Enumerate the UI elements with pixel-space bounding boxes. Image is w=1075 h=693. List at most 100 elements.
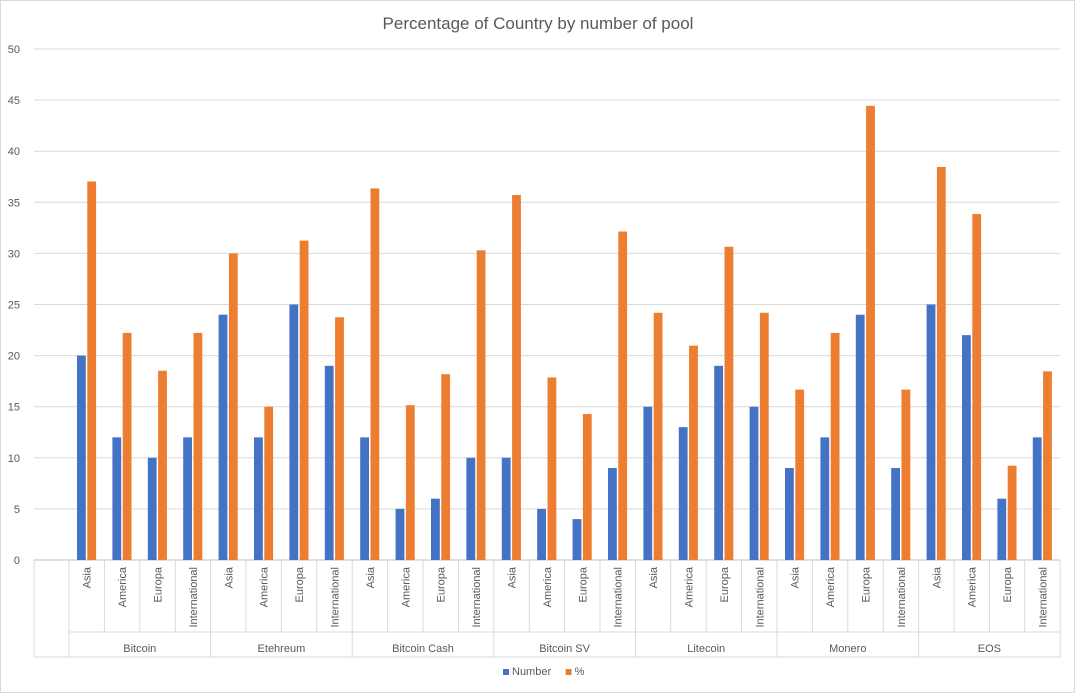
- x-subcategory-label: Asia: [223, 566, 235, 588]
- bar-number-bitcoin-america: [112, 437, 122, 560]
- bar-number-bitcoin-sv-international: [608, 468, 617, 560]
- bar-percent-bitcoin-cash-america: [405, 405, 415, 560]
- bar-number-monero-asia: [785, 468, 794, 560]
- bar-percent-litecoin-international: [759, 312, 769, 560]
- bar-number-litecoin-asia: [643, 406, 653, 560]
- x-subcategory-label: America: [117, 566, 129, 607]
- bar-percent-bitcoin-asia: [87, 181, 97, 560]
- y-tick-label: 40: [8, 146, 20, 158]
- x-group-label: EOS: [978, 643, 1001, 655]
- bar-percent-monero-america: [830, 332, 840, 560]
- y-tick-label: 5: [14, 504, 20, 516]
- bar-number-etehreum-america: [254, 437, 263, 560]
- bar-percent-etehreum-asia: [228, 253, 238, 560]
- x-subcategory-label: Asia: [790, 566, 802, 588]
- x-subcategory-label: Europa: [577, 566, 589, 602]
- bar-number-monero-europa: [855, 314, 865, 560]
- legend-label: Number: [512, 666, 551, 678]
- legend: Number%: [503, 666, 585, 678]
- bar-percent-eos-asia: [936, 166, 946, 561]
- x-group-label: Bitcoin SV: [539, 643, 590, 655]
- y-axis-tick-labels: 0 5 10 15 20 25 30 35 40 45 50: [8, 44, 20, 567]
- bar-number-eos-international: [1032, 437, 1042, 560]
- bar-number-etehreum-asia: [218, 314, 228, 560]
- x-subcategory-label: Asia: [365, 566, 377, 588]
- bar-number-bitcoin-sv-america: [537, 508, 546, 560]
- bar-number-eos-asia: [926, 304, 936, 560]
- bar-percent-monero-international: [901, 389, 911, 560]
- legend-label: %: [575, 666, 585, 678]
- gridlines: [34, 48, 1060, 561]
- x-group-label: Etehreum: [258, 643, 306, 655]
- bar-number-bitcoin-cash-international: [466, 457, 476, 560]
- y-tick-label: 15: [8, 402, 20, 414]
- bar-percent-eos-europa: [1007, 465, 1017, 560]
- legend-swatch: [565, 669, 572, 675]
- bar-number-litecoin-europa: [714, 365, 723, 560]
- x-subcategory-label: International: [754, 567, 766, 628]
- bar-percent-litecoin-europa: [724, 246, 734, 560]
- bar-number-monero-international: [891, 468, 900, 560]
- x-subcategory-label: Europa: [294, 566, 306, 602]
- bar-number-bitcoin-cash-america: [395, 508, 405, 560]
- x-subcategory-label: America: [542, 566, 554, 607]
- bar-number-bitcoin-international: [183, 437, 192, 560]
- bar-percent-litecoin-america: [689, 345, 698, 560]
- bar-number-etehreum-international: [324, 365, 334, 560]
- x-subcategory-label: Europa: [1002, 566, 1014, 602]
- bar-percent-etehreum-europa: [299, 240, 309, 560]
- bar-percent-etehreum-international: [335, 317, 344, 560]
- y-tick-label: 30: [8, 248, 20, 260]
- chart-title: Percentage of Country by number of pool: [383, 14, 694, 33]
- bar-percent-bitcoin-sv-america: [547, 377, 557, 560]
- bar-percent-bitcoin-international: [193, 332, 203, 560]
- bar-percent-bitcoin-sv-europa: [582, 413, 592, 560]
- x-subcategory-label: Europa: [719, 566, 731, 602]
- bar-percent-bitcoin-cash-international: [476, 250, 486, 561]
- x-subcategory-label: International: [471, 567, 483, 628]
- x-group-label: Monero: [829, 643, 866, 655]
- x-subcategory-label: Asia: [82, 566, 94, 588]
- y-tick-label: 25: [8, 300, 20, 312]
- x-subcategory-label: Europa: [153, 566, 165, 602]
- x-group-label: Bitcoin Cash: [392, 643, 454, 655]
- bar-percent-eos-america: [972, 214, 982, 561]
- bar-percent-eos-international: [1043, 371, 1052, 560]
- bar-number-bitcoin-sv-asia: [501, 457, 511, 560]
- x-subcategory-label: America: [400, 566, 412, 607]
- bars: [77, 105, 1052, 561]
- bar-number-bitcoin-cash-asia: [360, 437, 369, 560]
- x-group-label: Litecoin: [687, 643, 725, 655]
- bar-number-litecoin-international: [749, 406, 759, 560]
- bar-percent-monero-europa: [866, 105, 875, 561]
- x-subcategory-label: Europa: [436, 566, 448, 602]
- bar-percent-bitcoin-sv-asia: [512, 195, 521, 560]
- x-subcategory-label: America: [825, 566, 837, 607]
- bar-number-bitcoin-cash-europa: [431, 498, 440, 560]
- y-tick-label: 10: [8, 453, 20, 465]
- x-subcategory-label: America: [967, 566, 979, 607]
- x-subcategory-label: International: [896, 567, 908, 628]
- x-axis: Asia America Europa International Bitcoin Asi…: [33, 560, 1061, 658]
- y-tick-label: 0: [14, 555, 20, 567]
- x-subcategory-label: International: [1038, 567, 1050, 628]
- bar-number-monero-america: [820, 437, 830, 560]
- x-subcategory-label: Asia: [931, 566, 943, 588]
- x-subcategory-label: America: [684, 566, 696, 607]
- x-subcategory-label: Asia: [648, 566, 660, 588]
- x-subcategory-label: America: [259, 566, 271, 607]
- x-subcategory-label: International: [330, 567, 342, 628]
- bar-percent-bitcoin-cash-asia: [370, 188, 380, 560]
- bar-percent-bitcoin-cash-europa: [441, 374, 451, 560]
- x-group-label: Bitcoin: [123, 643, 156, 655]
- x-subcategory-label: International: [613, 567, 625, 628]
- bar-number-litecoin-america: [678, 427, 688, 560]
- bar-percent-etehreum-america: [264, 406, 274, 560]
- y-tick-label: 20: [8, 351, 20, 363]
- bar-percent-monero-asia: [795, 389, 805, 560]
- x-subcategory-label: International: [188, 567, 200, 628]
- bar-number-bitcoin-europa: [147, 457, 157, 560]
- bar-percent-bitcoin-america: [122, 332, 132, 560]
